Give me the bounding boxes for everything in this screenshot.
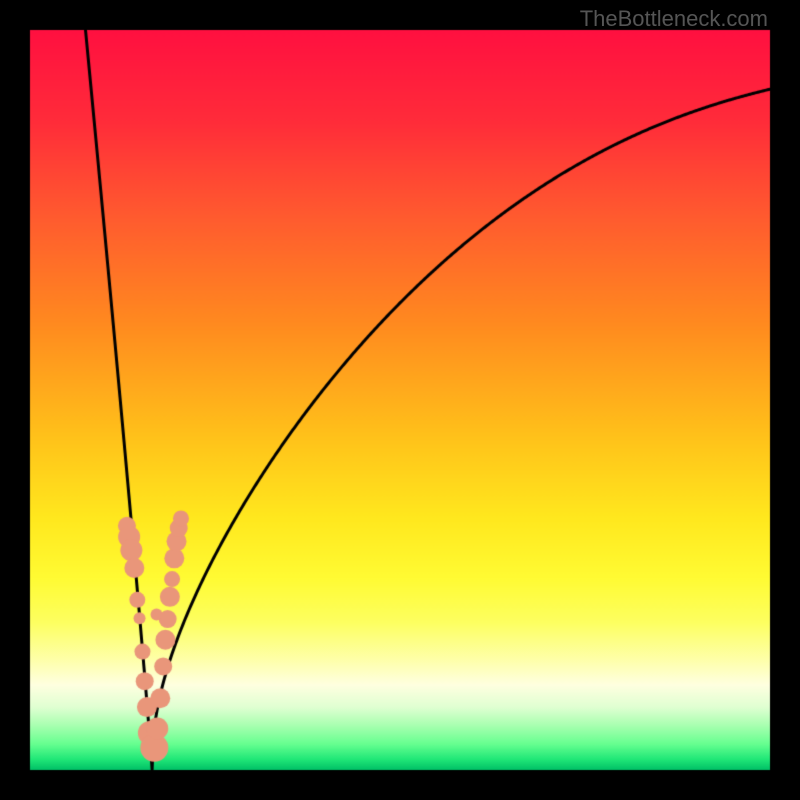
bottleneck-chart: TheBottleneck.com: [0, 0, 800, 800]
curve-and-markers-layer: [0, 0, 800, 800]
